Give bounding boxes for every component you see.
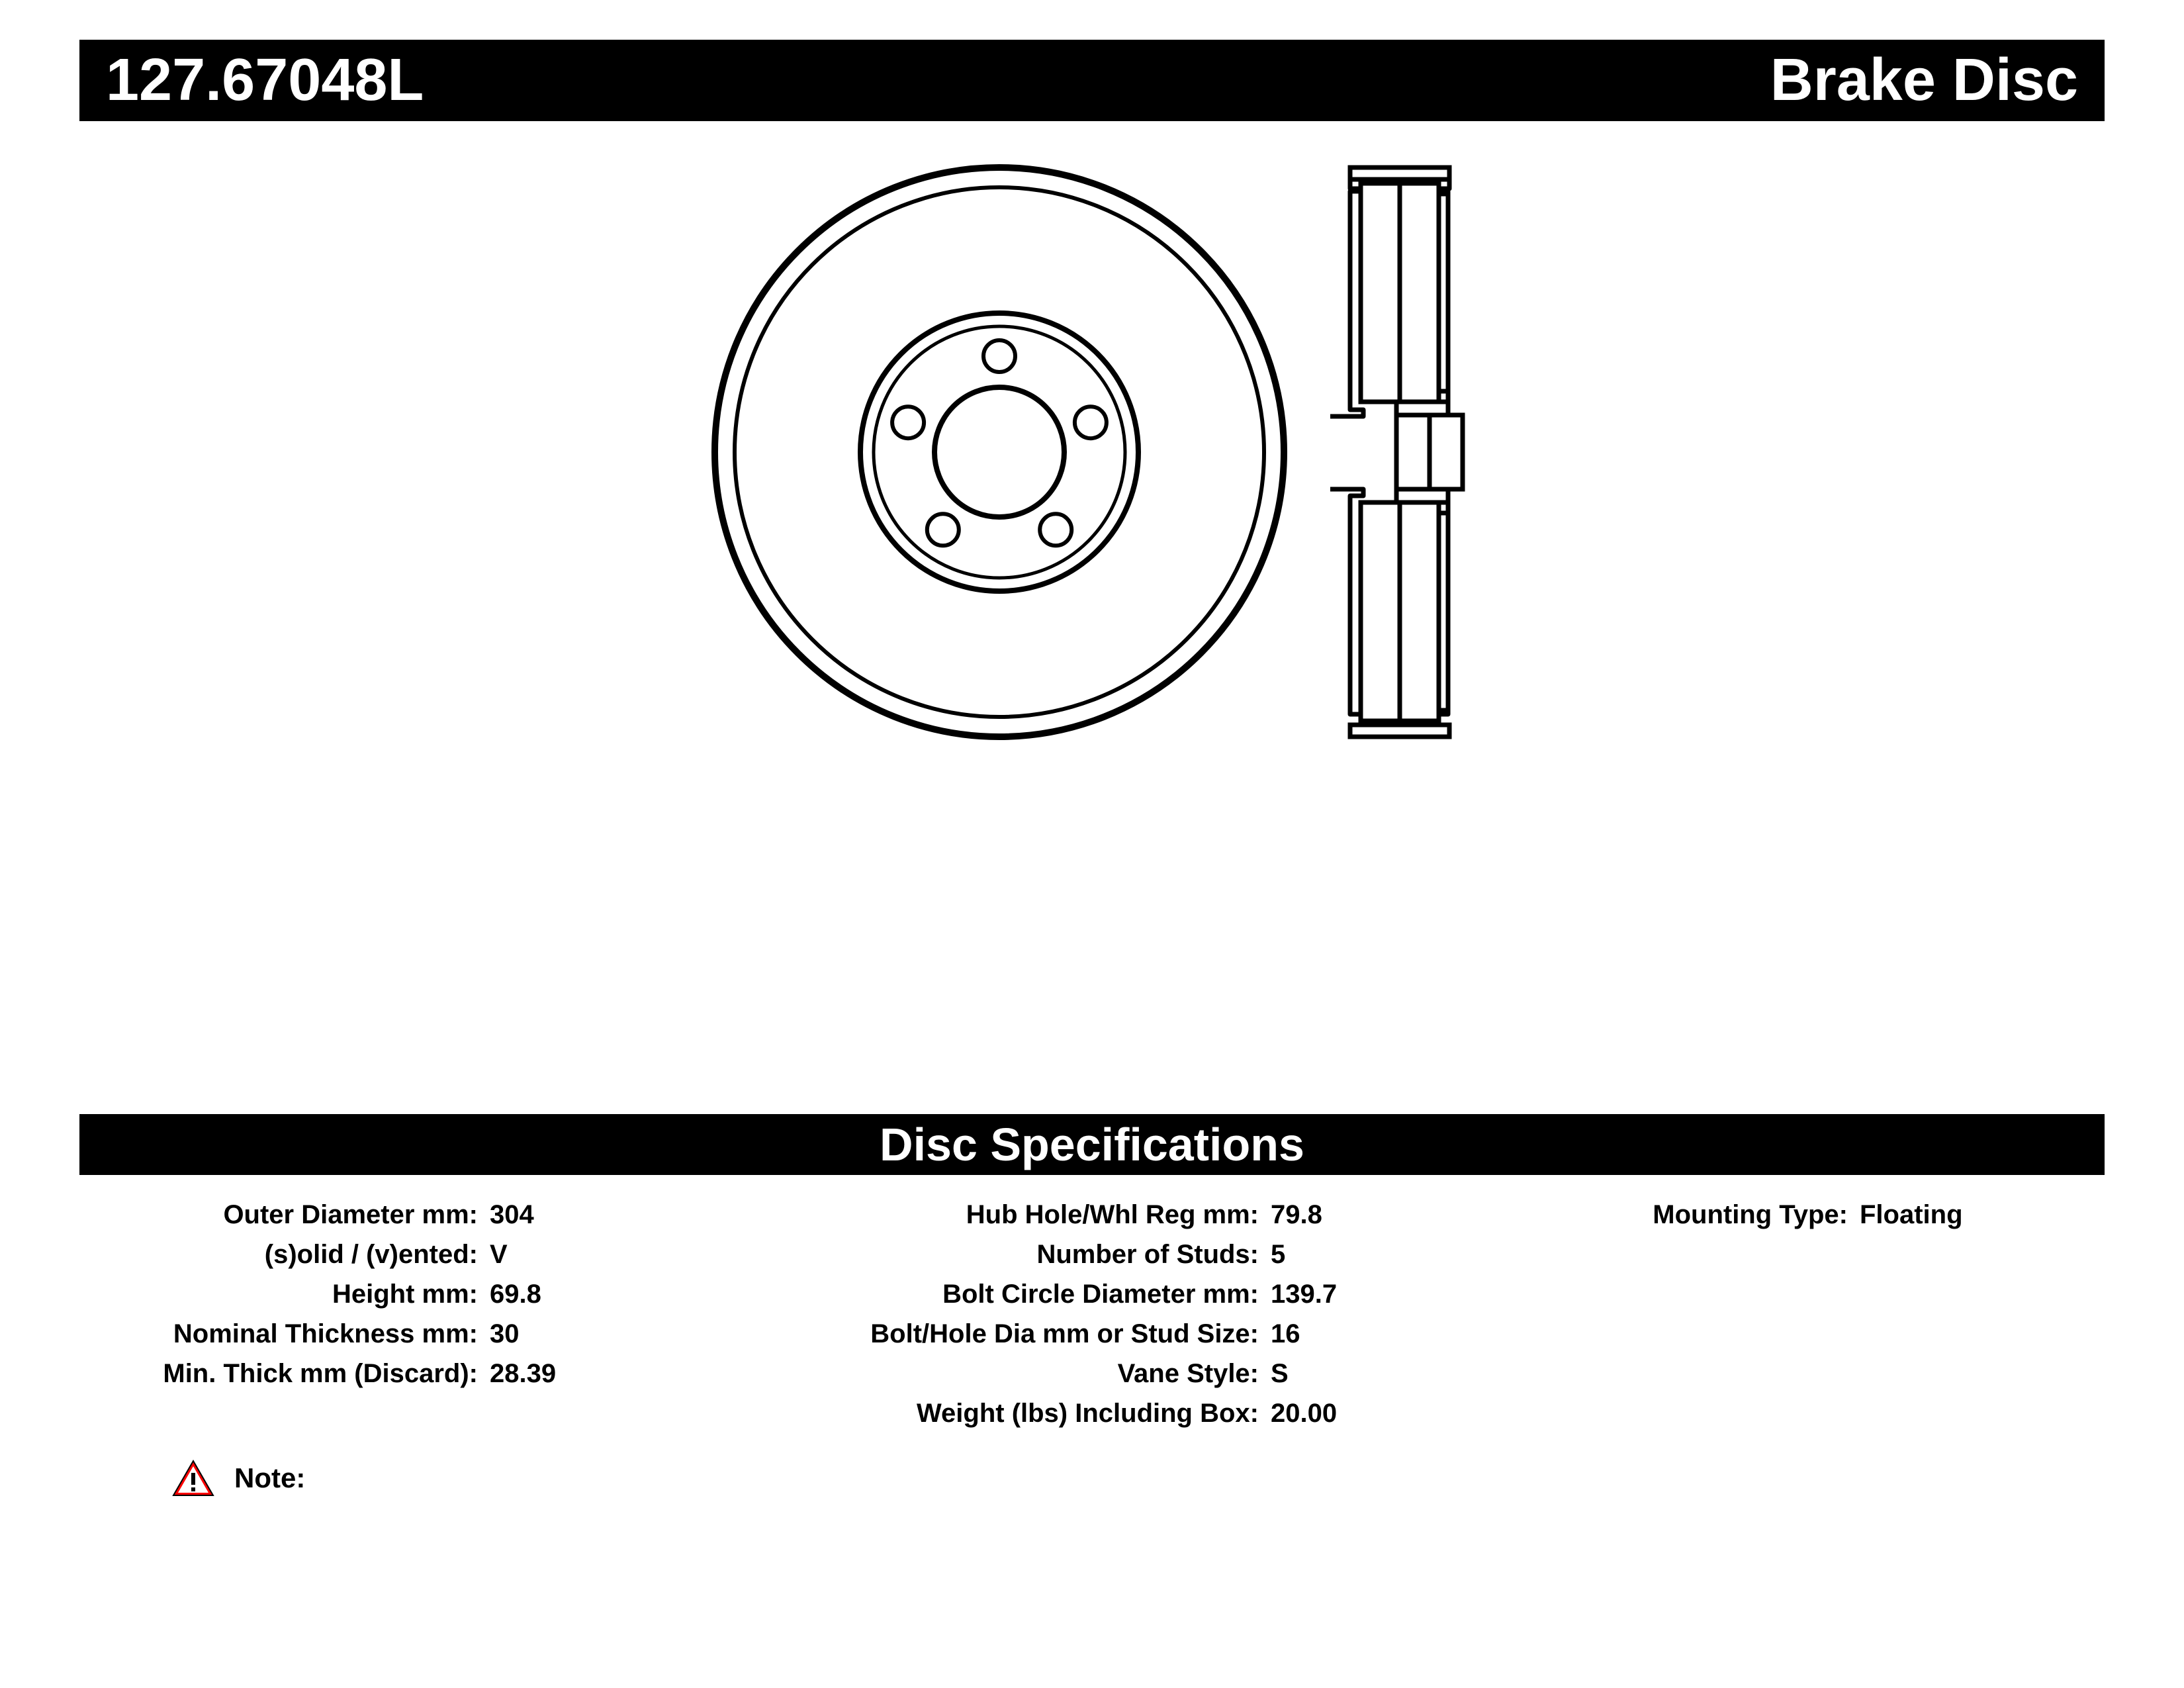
spec-label: Weight (lbs) Including Box:: [794, 1393, 1259, 1433]
spec-section-title: Disc Specifications: [79, 1114, 2105, 1175]
spec-label: Bolt/Hole Dia mm or Stud Size:: [794, 1314, 1259, 1354]
spec-value: 16: [1271, 1314, 1337, 1354]
spec-label: Vane Style:: [794, 1354, 1259, 1393]
spec-value: Floating: [1860, 1195, 1963, 1235]
header-bar: 127.67048L Brake Disc: [79, 40, 2105, 121]
spec-value: 20.00: [1271, 1393, 1337, 1433]
spec-value: 79.8: [1271, 1195, 1337, 1235]
spec-value: 139.7: [1271, 1274, 1337, 1314]
spec-label: Nominal Thickness mm:: [132, 1314, 478, 1354]
spec-value: S: [1271, 1354, 1337, 1393]
spec-value: 30: [490, 1314, 556, 1354]
note-row: Note:: [79, 1433, 2105, 1497]
part-number: 127.67048L: [106, 46, 424, 115]
spec-column-1: Outer Diameter mm: (s)olid / (v)ented: H…: [132, 1195, 794, 1433]
warning-icon: [172, 1460, 214, 1497]
spec-column-3: Mounting Type: Floating: [1588, 1195, 2052, 1433]
spec-label: Outer Diameter mm:: [132, 1195, 478, 1235]
note-label: Note:: [234, 1462, 305, 1494]
spec-value: 5: [1271, 1235, 1337, 1274]
rotor-side-diagram: [1330, 161, 1476, 743]
diagram-area: [79, 121, 2105, 1114]
spec-label: Bolt Circle Diameter mm:: [794, 1274, 1259, 1314]
spec-value: 28.39: [490, 1354, 556, 1393]
spec-value: V: [490, 1235, 556, 1274]
spec-label: Mounting Type:: [1588, 1195, 1848, 1235]
spec-value: 69.8: [490, 1274, 556, 1314]
spec-grid: Outer Diameter mm: (s)olid / (v)ented: H…: [79, 1175, 2105, 1433]
spec-label: Number of Studs:: [794, 1235, 1259, 1274]
spec-column-2: Hub Hole/Whl Reg mm: Number of Studs: Bo…: [794, 1195, 1588, 1433]
spec-label: Hub Hole/Whl Reg mm:: [794, 1195, 1259, 1235]
rotor-front-diagram: [708, 161, 1291, 743]
spec-label: Min. Thick mm (Discard):: [132, 1354, 478, 1393]
spec-label: Height mm:: [132, 1274, 478, 1314]
spec-value: 304: [490, 1195, 556, 1235]
spec-label: (s)olid / (v)ented:: [132, 1235, 478, 1274]
page-title: Brake Disc: [1770, 46, 2078, 115]
